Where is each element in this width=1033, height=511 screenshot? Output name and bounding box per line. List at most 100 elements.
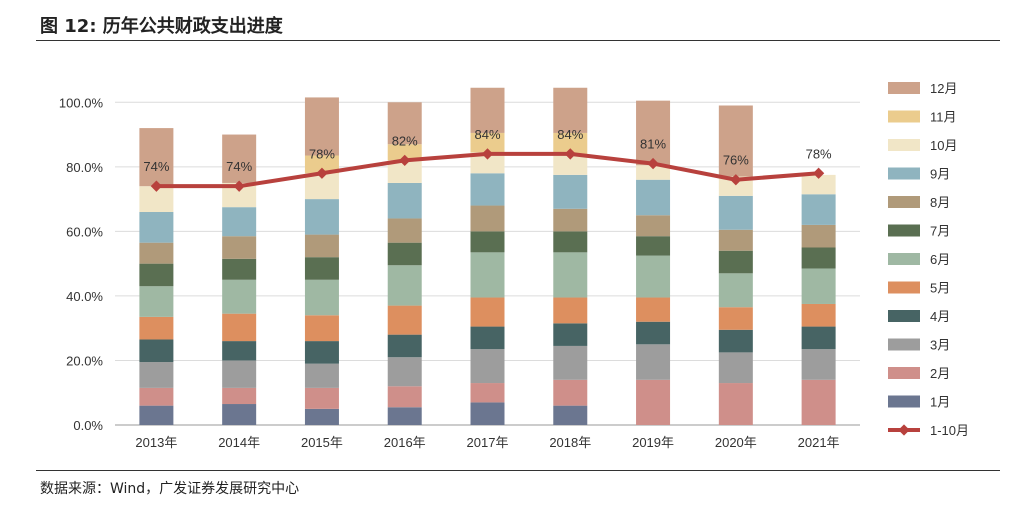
- x-tick-label: 2021年: [798, 435, 840, 450]
- legend-label: 12月: [930, 81, 957, 96]
- x-tick-label: 2019年: [632, 435, 674, 450]
- line-point: [647, 157, 659, 170]
- legend-swatch: [888, 395, 920, 408]
- bar-segment-12月: [636, 100, 671, 166]
- legend-label: 7月: [930, 224, 950, 239]
- bar-segment-9月: [470, 173, 505, 206]
- line-point: [812, 167, 825, 179]
- bar-segment-2月: [470, 383, 505, 403]
- bar-segment-5月: [470, 297, 505, 327]
- bar-segment-2月: [636, 379, 671, 425]
- bar-segment-4月: [718, 329, 753, 353]
- x-tick-label: 2017年: [467, 435, 509, 450]
- bar-segment-10月: [636, 165, 671, 180]
- bar-segment-11月: [387, 144, 422, 161]
- source-note: 数据来源：Wind，广发证券发展研究中心: [40, 481, 300, 497]
- legend-label: 4月: [930, 309, 950, 324]
- legend-swatch: [888, 367, 920, 379]
- legend-label: 1月: [930, 395, 950, 410]
- bar-segment-4月: [304, 341, 339, 364]
- bar-segment-6月: [222, 279, 257, 314]
- bar-segment-1月: [139, 405, 174, 425]
- data-label: 81%: [640, 137, 666, 152]
- bar-segment-4月: [222, 341, 257, 361]
- bar-segment-7月: [139, 263, 174, 287]
- bar-segment-5月: [636, 297, 671, 322]
- legend-label: 8月: [930, 195, 950, 210]
- bar-segment-5月: [222, 313, 257, 342]
- bar-segment-3月: [304, 363, 339, 388]
- bar-segment-11月: [553, 132, 588, 156]
- title-divider: [36, 40, 1000, 41]
- bar-segment-4月: [801, 326, 836, 350]
- bar-segment-9月: [222, 207, 257, 237]
- legend-swatch: [888, 338, 920, 351]
- bar-segment-3月: [387, 357, 422, 387]
- bar-segment-10月: [470, 152, 505, 174]
- bar-segment-3月: [801, 349, 836, 380]
- bar-segment-10月: [801, 174, 836, 195]
- bar-segment-2月: [801, 379, 836, 425]
- data-label: 74%: [143, 159, 169, 174]
- line-point: [150, 180, 163, 192]
- bar-segment-8月: [553, 208, 588, 232]
- legend-swatch: [888, 281, 920, 294]
- bar-segment-6月: [139, 286, 174, 317]
- line-point: [399, 154, 411, 167]
- bar-segment-5月: [304, 315, 339, 342]
- line-point: [730, 174, 742, 186]
- legend-label: 11月: [930, 110, 957, 125]
- line-point: [481, 148, 494, 160]
- bar-segment-12月: [222, 134, 257, 183]
- bar-segment-8月: [718, 229, 753, 251]
- data-label: 78%: [309, 146, 335, 161]
- bar-segment-4月: [139, 339, 174, 363]
- bar-segment-2月: [387, 386, 422, 408]
- x-tick-label: 2018年: [549, 435, 591, 450]
- bar-segment-3月: [718, 352, 753, 384]
- bar-segment-9月: [387, 182, 422, 219]
- bar-segment-2月: [222, 387, 257, 405]
- bar-segment-7月: [222, 258, 257, 280]
- data-label: 82%: [392, 133, 418, 148]
- legend-swatch: [888, 196, 920, 208]
- bar-segment-12月: [470, 87, 505, 133]
- bar-segment-12月: [139, 128, 174, 187]
- bar-segment-7月: [718, 250, 753, 274]
- bar-segment-8月: [636, 215, 671, 237]
- bar-segment-9月: [801, 194, 836, 225]
- data-label: 84%: [557, 127, 583, 142]
- bar-segment-12月: [718, 105, 753, 177]
- bar-segment-12月: [553, 87, 588, 133]
- bar-segment-3月: [222, 360, 257, 388]
- legend-label: 2月: [930, 366, 950, 381]
- line-point: [233, 180, 245, 192]
- x-tick-label: 2014年: [218, 435, 260, 450]
- bar-segment-9月: [139, 212, 174, 243]
- bar-segment-6月: [387, 265, 422, 306]
- bar-segment-2月: [718, 383, 753, 425]
- legend-label: 1-10月: [930, 423, 969, 438]
- legend-label: 5月: [930, 281, 950, 296]
- legend-line-marker: [898, 424, 910, 436]
- x-tick-label: 2020年: [715, 435, 757, 450]
- bar-segment-4月: [636, 321, 671, 345]
- legend-swatch: [888, 82, 920, 94]
- bar-segment-1月: [304, 408, 339, 425]
- legend-swatch: [888, 139, 920, 151]
- line-point: [564, 148, 576, 160]
- bar-segment-2月: [553, 379, 588, 406]
- legend-swatch: [888, 253, 920, 265]
- bar-segment-11月: [304, 155, 339, 174]
- x-tick-label: 2016年: [384, 435, 426, 450]
- bar-segment-1月: [222, 404, 257, 425]
- bar-segment-1月: [387, 407, 422, 425]
- bar-segment-1月: [553, 405, 588, 425]
- bar-segment-9月: [304, 199, 339, 235]
- legend-swatch: [888, 110, 920, 123]
- bar-segment-7月: [636, 236, 671, 256]
- bar-segment-3月: [636, 344, 671, 380]
- legend-label: 3月: [930, 338, 950, 353]
- bar-segment-6月: [718, 273, 753, 308]
- bar-segment-2月: [139, 387, 174, 406]
